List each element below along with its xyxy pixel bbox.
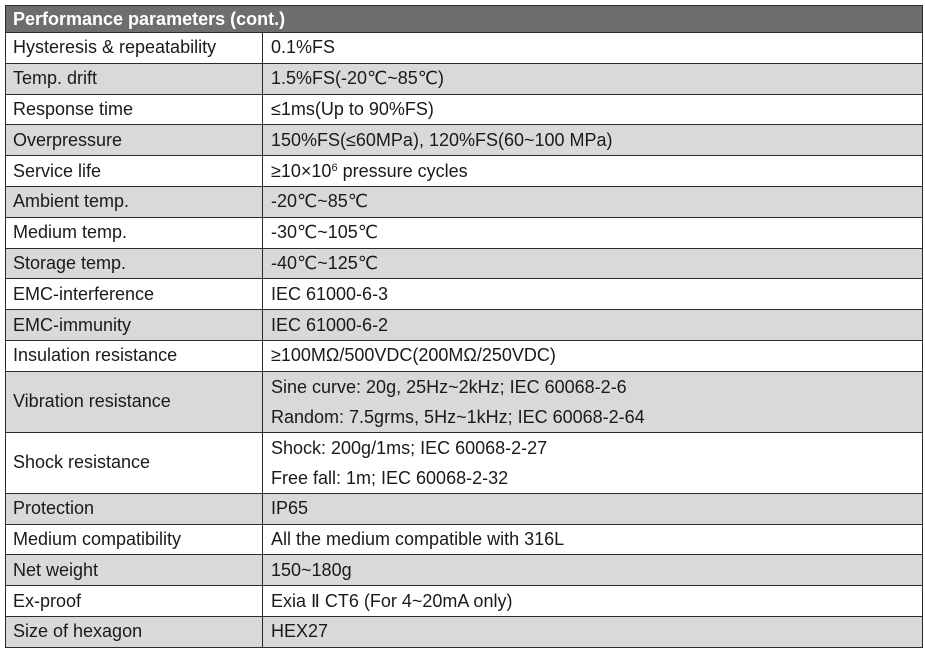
- param-label: Medium compatibility: [5, 523, 263, 556]
- param-value: -40℃~125℃: [262, 247, 923, 280]
- table-row: Hysteresis & repeatability 0.1%FS: [5, 32, 923, 64]
- table-row: Shock resistance Shock: 200g/1ms; IEC 60…: [5, 431, 923, 494]
- param-value: ≤1ms(Up to 90%FS): [262, 93, 923, 126]
- param-label: Storage temp.: [5, 247, 263, 280]
- value-line: Random: 7.5grms, 5Hz~1kHz; IEC 60068-2-6…: [271, 406, 645, 427]
- performance-parameters-table: Performance parameters (cont.) Hysteresi…: [5, 5, 923, 648]
- table-row: Vibration resistance Sine curve: 20g, 25…: [5, 370, 923, 433]
- param-label: Overpressure: [5, 124, 263, 157]
- param-label: Service life: [5, 155, 263, 187]
- param-label: Ambient temp.: [5, 185, 263, 218]
- value-line: Free fall: 1m; IEC 60068-2-32: [271, 467, 509, 488]
- table-row: Net weight 150~180g: [5, 554, 923, 587]
- param-value: 150~180g: [262, 554, 923, 587]
- param-value: -20℃~85℃: [262, 185, 923, 218]
- table-row: EMC-interference IEC 61000-6-3: [5, 278, 923, 311]
- param-value: 1.5%FS(-20℃~85℃): [262, 62, 923, 95]
- param-value: 150%FS(≤60MPa), 120%FS(60~100 MPa): [262, 124, 923, 157]
- param-value: Sine curve: 20g, 25Hz~2kHz; IEC 60068-2-…: [262, 370, 923, 433]
- param-value: -30℃~105℃: [262, 216, 923, 249]
- param-value: 0.1%FS: [262, 32, 923, 64]
- param-value: ≥10×106 pressure cycles: [262, 155, 923, 187]
- param-label: Insulation resistance: [5, 339, 263, 372]
- param-value: HEX27: [262, 615, 923, 648]
- table-row: Overpressure 150%FS(≤60MPa), 120%FS(60~1…: [5, 124, 923, 157]
- param-value: Exia Ⅱ CT6 (For 4~20mA only): [262, 585, 923, 617]
- param-value: IEC 61000-6-2: [262, 309, 923, 341]
- table-row: Temp. drift 1.5%FS(-20℃~85℃): [5, 62, 923, 95]
- param-value: Shock: 200g/1ms; IEC 60068-2-27 Free fal…: [262, 431, 923, 494]
- table-row: Storage temp. -40℃~125℃: [5, 247, 923, 280]
- table-header-row: Performance parameters (cont.): [5, 5, 923, 33]
- table-row: Medium compatibility All the medium comp…: [5, 523, 923, 556]
- param-value: IEC 61000-6-3: [262, 278, 923, 311]
- value-line: Shock: 200g/1ms; IEC 60068-2-27: [271, 437, 548, 458]
- param-label: Size of hexagon: [5, 615, 263, 648]
- param-label: Medium temp.: [5, 216, 263, 249]
- table-row: Insulation resistance ≥100MΩ/500VDC(200M…: [5, 339, 923, 372]
- param-label: Net weight: [5, 554, 263, 587]
- param-label: Shock resistance: [5, 431, 263, 494]
- table-row: EMC-immunity IEC 61000-6-2: [5, 309, 923, 341]
- value-text: ≥10×10: [271, 160, 332, 181]
- param-label: Response time: [5, 93, 263, 126]
- param-label: EMC-interference: [5, 278, 263, 311]
- param-label: EMC-immunity: [5, 309, 263, 341]
- table-row: Response time ≤1ms(Up to 90%FS): [5, 93, 923, 126]
- value-exponent: 6: [331, 161, 338, 174]
- param-label: Temp. drift: [5, 62, 263, 95]
- param-value: IP65: [262, 492, 923, 525]
- param-label: Vibration resistance: [5, 370, 263, 433]
- param-label: Ex-proof: [5, 585, 263, 617]
- table-title: Performance parameters (cont.): [5, 5, 923, 33]
- table-row: Protection IP65: [5, 492, 923, 525]
- param-value: All the medium compatible with 316L: [262, 523, 923, 556]
- param-label: Hysteresis & repeatability: [5, 32, 263, 64]
- table-row: Size of hexagon HEX27: [5, 615, 923, 648]
- table-row: Service life ≥10×106 pressure cycles: [5, 155, 923, 187]
- value-line: Sine curve: 20g, 25Hz~2kHz; IEC 60068-2-…: [271, 376, 627, 397]
- param-value: ≥100MΩ/500VDC(200MΩ/250VDC): [262, 339, 923, 372]
- param-label: Protection: [5, 492, 263, 525]
- table-row: Ambient temp. -20℃~85℃: [5, 185, 923, 218]
- table-row: Ex-proof Exia Ⅱ CT6 (For 4~20mA only): [5, 585, 923, 617]
- value-text: pressure cycles: [337, 160, 468, 181]
- table-row: Medium temp. -30℃~105℃: [5, 216, 923, 249]
